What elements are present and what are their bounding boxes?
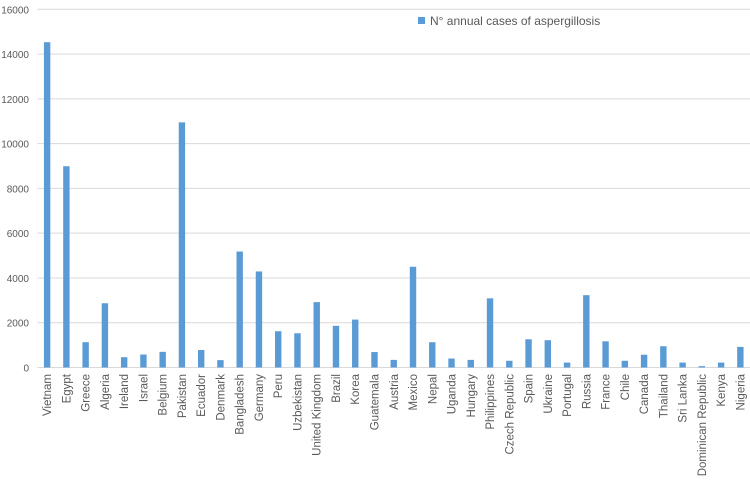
bar-greece bbox=[82, 342, 88, 367]
bar-belgium bbox=[159, 352, 165, 368]
bar-portugal bbox=[564, 363, 570, 368]
x-tick-label: United Kingdom bbox=[312, 374, 324, 456]
y-tick-label: 8000 bbox=[7, 184, 30, 195]
bars bbox=[44, 42, 744, 367]
x-tick-label: Chile bbox=[620, 374, 632, 400]
x-tick-label: Nepal bbox=[427, 374, 439, 404]
x-tick-label: Egypt bbox=[61, 373, 73, 403]
legend-swatch bbox=[418, 17, 425, 24]
bar-korea bbox=[352, 320, 358, 368]
x-tick-label: Uzbekistan bbox=[292, 374, 304, 431]
x-tick-label: Ukraine bbox=[543, 374, 555, 414]
bar-uganda bbox=[448, 359, 454, 368]
legend-label: N° annual cases of aspergillosis bbox=[430, 14, 600, 28]
x-tick-label: Denmark bbox=[215, 374, 227, 421]
x-tick-label: Vietnam bbox=[42, 374, 54, 416]
bar-denmark bbox=[217, 360, 223, 367]
bar-philippines bbox=[487, 298, 493, 367]
x-tick-label: Portugal bbox=[562, 374, 574, 417]
bar-dominican-republic bbox=[699, 366, 705, 367]
x-tick-label: France bbox=[601, 374, 613, 410]
bar-hungary bbox=[468, 360, 474, 368]
bar-ecuador bbox=[198, 350, 204, 367]
x-tick-label: Philippines bbox=[485, 374, 497, 430]
bar-kenya bbox=[718, 363, 724, 368]
bar-bangladesh bbox=[236, 252, 242, 368]
gridlines bbox=[38, 9, 750, 367]
legend: N° annual cases of aspergillosis bbox=[418, 14, 600, 28]
x-tick-label: Belgium bbox=[158, 374, 170, 416]
x-tick-label: Germany bbox=[254, 374, 266, 422]
bar-canada bbox=[641, 355, 647, 368]
x-tick-label: Kenya bbox=[716, 373, 728, 406]
bar-algeria bbox=[102, 303, 108, 367]
bar-ireland bbox=[121, 357, 127, 367]
bar-spain bbox=[525, 339, 531, 367]
bar-france bbox=[602, 341, 608, 367]
x-tick-label: Spain bbox=[524, 374, 536, 403]
y-tick-label: 6000 bbox=[7, 229, 30, 240]
x-tick-label: Russia bbox=[581, 373, 593, 409]
bar-egypt bbox=[63, 166, 69, 367]
bar-israel bbox=[140, 355, 146, 368]
bar-guatemala bbox=[371, 352, 377, 367]
bar-czech-republic bbox=[506, 361, 512, 368]
y-tick-label: 10000 bbox=[1, 140, 29, 151]
bar-brazil bbox=[333, 326, 339, 368]
x-tick-label: Pakistan bbox=[177, 374, 189, 418]
bar-uzbekistan bbox=[294, 333, 300, 367]
bar-russia bbox=[583, 295, 589, 367]
bar-chile bbox=[622, 361, 628, 368]
x-tick-label: Mexico bbox=[408, 374, 420, 410]
bar-vietnam bbox=[44, 42, 50, 367]
x-tick-label: Brazil bbox=[331, 374, 343, 403]
bar-sri-lanka bbox=[679, 363, 685, 368]
x-tick-label: Ecuador bbox=[196, 374, 208, 417]
x-tick-label: Guatemala bbox=[369, 373, 381, 430]
x-tick-label: Bangladesh bbox=[235, 374, 247, 435]
y-tick-label: 16000 bbox=[1, 5, 29, 16]
x-tick-label: Greece bbox=[81, 374, 93, 412]
x-tick-label: Peru bbox=[273, 374, 285, 398]
x-tick-label: Korea bbox=[350, 373, 362, 404]
y-tick-label: 14000 bbox=[1, 50, 29, 61]
x-tick-label: Austria bbox=[389, 373, 401, 409]
bar-mexico bbox=[410, 267, 416, 368]
bar-nigeria bbox=[737, 347, 743, 368]
x-tick-label: Algeria bbox=[100, 373, 112, 409]
x-tick-label: Uganda bbox=[447, 373, 459, 414]
x-tick-label: Thailand bbox=[658, 374, 670, 418]
bar-austria bbox=[391, 360, 397, 368]
bar-ukraine bbox=[545, 340, 551, 367]
y-axis-ticks: 0 2000 4000 6000 8000 10000 12000 14000 16000 bbox=[1, 5, 29, 374]
x-tick-label: Canada bbox=[639, 373, 651, 414]
bar-germany bbox=[256, 271, 262, 367]
bar-united-kingdom bbox=[314, 302, 320, 367]
x-tick-label: Nigeria bbox=[735, 373, 747, 410]
x-tick-label: Sri Lanka bbox=[678, 373, 690, 422]
bar-nepal bbox=[429, 342, 435, 367]
y-tick-label: 12000 bbox=[1, 95, 29, 106]
x-tick-label: Israel bbox=[138, 374, 150, 402]
y-tick-label: 0 bbox=[23, 364, 29, 375]
x-axis-labels: Vietnam Egypt Greece Algeria Ireland Israel Be… bbox=[42, 373, 747, 476]
x-tick-label: Dominican Republic bbox=[697, 374, 709, 477]
x-tick-label: Czech Republic bbox=[504, 374, 516, 455]
y-tick-label: 2000 bbox=[7, 319, 30, 330]
y-tick-label: 4000 bbox=[7, 274, 30, 285]
bar-thailand bbox=[660, 346, 666, 367]
bar-pakistan bbox=[179, 122, 185, 367]
bar-peru bbox=[275, 331, 281, 367]
x-tick-label: Ireland bbox=[119, 374, 131, 409]
x-tick-label: Hungary bbox=[466, 374, 478, 418]
